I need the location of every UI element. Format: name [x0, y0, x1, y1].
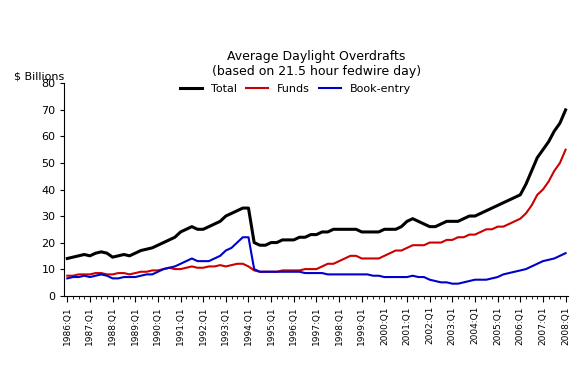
Legend: Total, Funds, Book-entry: Total, Funds, Book-entry	[175, 79, 415, 98]
Line: Total: Total	[67, 110, 565, 258]
Title: Average Daylight Overdrafts
(based on 21.5 hour fedwire day): Average Daylight Overdrafts (based on 21…	[212, 50, 421, 78]
Total	[562, 108, 569, 112]
Funds	[319, 264, 326, 269]
Book-entry	[126, 275, 133, 279]
Total	[256, 243, 263, 247]
Funds	[562, 147, 569, 152]
Funds	[126, 272, 133, 277]
Text: $ Billions: $ Billions	[14, 71, 64, 81]
Book-entry	[517, 268, 524, 273]
Total	[319, 230, 326, 234]
Total	[166, 238, 173, 242]
Funds	[506, 222, 513, 226]
Funds	[64, 274, 71, 278]
Total	[506, 198, 513, 202]
Book-entry	[64, 276, 71, 280]
Line: Book-entry: Book-entry	[67, 237, 565, 283]
Funds	[256, 269, 263, 274]
Book-entry	[239, 235, 246, 240]
Total	[115, 254, 122, 258]
Book-entry	[562, 251, 569, 255]
Total	[64, 256, 71, 261]
Book-entry	[324, 272, 331, 277]
Funds	[166, 265, 173, 270]
Line: Funds: Funds	[67, 150, 565, 276]
Book-entry	[115, 276, 122, 280]
Book-entry	[449, 281, 456, 286]
Book-entry	[166, 265, 173, 270]
Book-entry	[262, 269, 269, 274]
Funds	[115, 271, 122, 275]
Total	[126, 254, 133, 258]
